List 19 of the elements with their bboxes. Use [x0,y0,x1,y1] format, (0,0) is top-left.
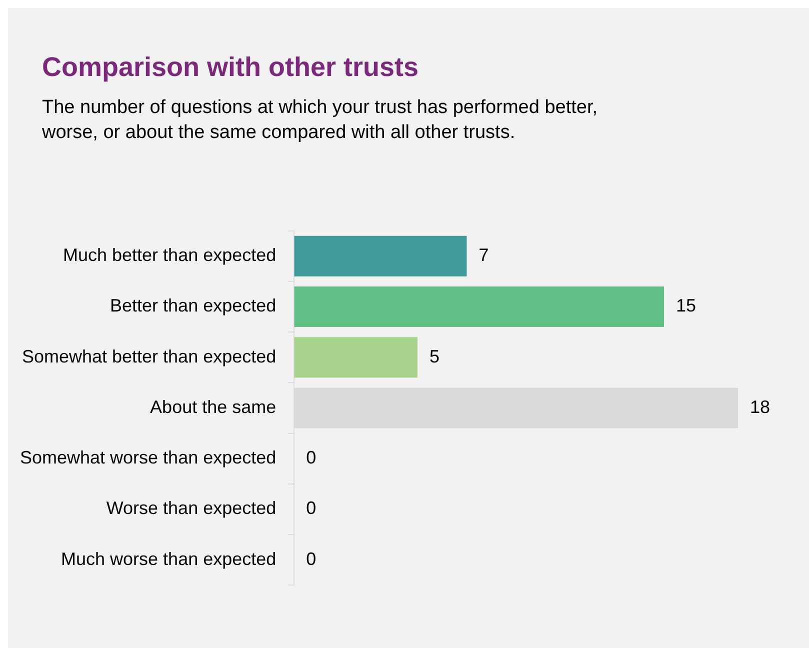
y-tick-label: Much worse than expected [61,548,276,569]
bar [294,286,664,327]
bar [294,236,467,276]
chart-title: Comparison with other trusts [42,52,419,83]
data-label: 0 [306,448,316,468]
y-tick-label: Much better than expected [63,245,276,266]
chart-subtitle: The number of questions at which your trust has performed better, worse, or about the same compared with all other trusts. [42,96,599,145]
data-label: 15 [676,296,696,316]
data-label: 18 [750,396,770,417]
data-label: 0 [306,548,316,569]
y-tick-label: Better than expected [110,296,276,316]
y-tick-label: Somewhat better than expected [22,346,276,366]
data-label: 7 [478,245,489,266]
y-tick-label: Worse than expected [106,498,276,518]
y-tick-label: Somewhat worse than expected [20,448,276,468]
y-tick-label: About the same [150,396,276,417]
data-label: 0 [306,498,316,518]
bar [294,337,418,378]
data-label: 5 [429,346,440,366]
